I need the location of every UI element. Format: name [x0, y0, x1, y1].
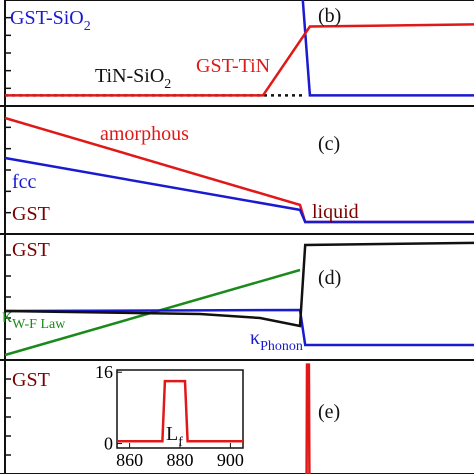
annotation-text: GST-SiO	[10, 7, 84, 29]
inset-frame	[116, 369, 244, 449]
x-tick-label: 900	[217, 450, 244, 470]
annotation: κPhonon	[250, 327, 303, 354]
annotation: (d)	[318, 267, 341, 289]
data-line	[4, 156, 474, 224]
annotation: TiN-SiO2	[95, 65, 171, 92]
data-line	[5, 23, 474, 97]
annotation-text: L	[166, 423, 178, 445]
annotation: amorphous	[100, 123, 189, 145]
annotation-text: liquid	[312, 201, 359, 223]
figure-frame	[4, 0, 474, 474]
annotation-text: (b)	[318, 5, 341, 27]
annotation: GST	[12, 369, 50, 391]
annotation: GST-SiO2	[10, 7, 91, 34]
annotation: GST	[12, 239, 50, 261]
annotation-text: (e)	[318, 401, 340, 423]
annotation-text: TiN-SiO	[95, 65, 164, 87]
annotation: liquid	[312, 201, 359, 223]
annotation-sub: f	[178, 435, 183, 450]
data-line	[305, 363, 311, 474]
annotation: GST-TiN	[196, 55, 270, 77]
x-tick-label: 860	[116, 450, 143, 470]
annotation: (c)	[318, 133, 340, 155]
annotation: fcc	[12, 171, 37, 193]
annotation-text: GST	[12, 203, 50, 225]
data-line	[4, 308, 474, 347]
annotation-text: fcc	[12, 171, 37, 193]
annotation-text: amorphous	[100, 123, 189, 145]
annotation: GST	[12, 203, 50, 225]
annotation-sub: 2	[84, 19, 91, 34]
annotation-text: κ	[250, 327, 260, 349]
annotation: (b)	[318, 5, 341, 27]
x-tick-label: 880	[167, 450, 194, 470]
annotation-sub: 2	[164, 77, 171, 92]
annotation-sub: Phonon	[260, 339, 303, 354]
data-line	[117, 379, 243, 443]
annotation-text: GST	[12, 239, 50, 261]
annotation: Lf	[166, 423, 183, 450]
annotation-text: GST-TiN	[196, 55, 270, 77]
annotation-text: (d)	[318, 267, 341, 289]
data-line	[4, 241, 474, 328]
annotation-sub: W-F Law	[12, 317, 66, 332]
annotation: κW-F Law	[2, 305, 66, 332]
annotation-text: κ	[2, 305, 12, 327]
annotation-text: (c)	[318, 133, 340, 155]
y-tick-label: 16	[95, 362, 113, 382]
annotation-text: GST	[12, 369, 50, 391]
y-tick-label: 0	[104, 434, 113, 454]
annotation: (e)	[318, 401, 340, 423]
